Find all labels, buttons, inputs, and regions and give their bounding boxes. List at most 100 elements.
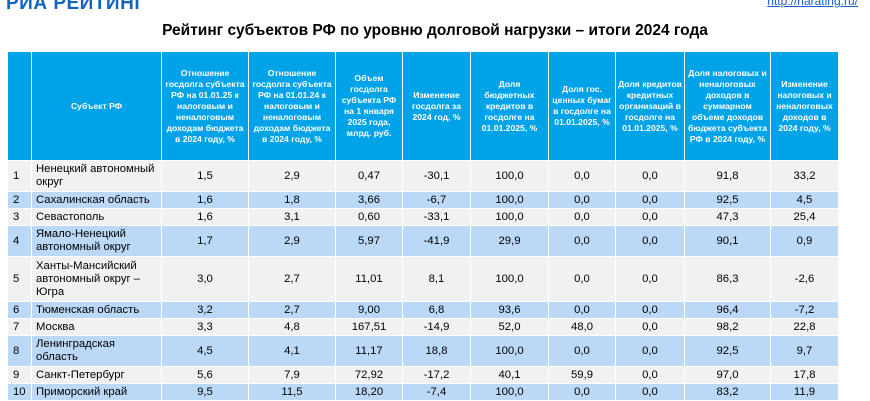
- value-cell: 2,9: [248, 160, 336, 192]
- table-row: 5 Ханты-Мансийский автономный округ – Юг…: [7, 256, 839, 302]
- value-cell: 90,1: [684, 225, 771, 257]
- value-cell: 0,0: [548, 256, 616, 302]
- region-cell: Ненецкий автономный округ: [31, 160, 162, 192]
- value-cell: 9,00: [335, 301, 403, 319]
- header-revenue-change: Изменение налоговых и неналоговых доходо…: [770, 51, 839, 161]
- value-cell: 0,0: [548, 335, 616, 367]
- value-cell: 98,2: [684, 318, 771, 336]
- rank-cell: 4: [7, 225, 32, 257]
- value-cell: 0,0: [548, 208, 616, 226]
- value-cell: -30,1: [402, 160, 471, 192]
- value-cell: 92,5: [684, 335, 771, 367]
- value-cell: 9,5: [161, 383, 249, 401]
- value-cell: -7,4: [402, 383, 471, 401]
- value-cell: 100,0: [470, 335, 549, 367]
- table-row: 4 Ямало-Ненецкий автономный округ 1,7 2,…: [7, 225, 839, 257]
- value-cell: 9,7: [770, 335, 839, 367]
- value-cell: 0,47: [335, 160, 403, 192]
- value-cell: -14,9: [402, 318, 471, 336]
- value-cell: -7,2: [770, 301, 839, 319]
- header-rank: [7, 51, 32, 161]
- value-cell: 52,0: [470, 318, 549, 336]
- rating-table-container: Субъект РФ Отношение госдолга субъекта Р…: [7, 51, 839, 401]
- table-row: 6 Тюменская область 3,2 2,7 9,00 6,8 93,…: [7, 301, 839, 319]
- value-cell: 29,9: [470, 225, 549, 257]
- value-cell: 97,0: [684, 366, 771, 384]
- value-cell: 0,0: [615, 225, 685, 257]
- header-securities-share: Доля гос. ценных бумаг в госдолге на 01.…: [548, 51, 616, 161]
- value-cell: 3,2: [161, 301, 249, 319]
- value-cell: 3,66: [335, 191, 403, 209]
- value-cell: 167,51: [335, 318, 403, 336]
- value-cell: 33,2: [770, 160, 839, 192]
- rank-cell: 5: [7, 256, 32, 302]
- page-title: Рейтинг субъектов РФ по уровню долговой …: [162, 22, 708, 39]
- value-cell: -41,9: [402, 225, 471, 257]
- value-cell: 11,5: [248, 383, 336, 401]
- value-cell: -6,7: [402, 191, 471, 209]
- value-cell: -2,6: [770, 256, 839, 302]
- value-cell: 86,3: [684, 256, 771, 302]
- table-row: 8 Ленинградская область 4,5 4,1 11,17 18…: [7, 335, 839, 367]
- value-cell: -17,2: [402, 366, 471, 384]
- table-row: 10 Приморский край 9,5 11,5 18,20 -7,4 1…: [7, 383, 839, 401]
- header-debt-ratio-2024: Отношение госдолга субъекта РФ на 01.01.…: [248, 51, 336, 161]
- region-cell: Севастополь: [31, 208, 162, 226]
- value-cell: 0,0: [548, 383, 616, 401]
- value-cell: 4,8: [248, 318, 336, 336]
- value-cell: 0,0: [615, 335, 685, 367]
- value-cell: 4,1: [248, 335, 336, 367]
- value-cell: 17,8: [770, 366, 839, 384]
- value-cell: 0,0: [615, 191, 685, 209]
- table-row: 2 Сахалинская область 1,6 1,8 3,66 -6,7 …: [7, 191, 839, 209]
- value-cell: 1,6: [161, 208, 249, 226]
- debt-rating-table: Субъект РФ Отношение госдолга субъекта Р…: [7, 51, 839, 401]
- value-cell: 4,5: [770, 191, 839, 209]
- region-cell: Ханты-Мансийский автономный округ – Югра: [31, 256, 162, 302]
- value-cell: 5,97: [335, 225, 403, 257]
- rank-cell: 7: [7, 318, 32, 336]
- value-cell: 0,9: [770, 225, 839, 257]
- value-cell: 1,8: [248, 191, 336, 209]
- rank-cell: 8: [7, 335, 32, 367]
- value-cell: 0,0: [548, 301, 616, 319]
- rank-cell: 1: [7, 160, 32, 192]
- table-row: 1 Ненецкий автономный округ 1,5 2,9 0,47…: [7, 160, 839, 192]
- table-header-row: Субъект РФ Отношение госдолга субъекта Р…: [7, 51, 839, 161]
- value-cell: 47,3: [684, 208, 771, 226]
- value-cell: 3,3: [161, 318, 249, 336]
- value-cell: 11,9: [770, 383, 839, 401]
- value-cell: 59,9: [548, 366, 616, 384]
- value-cell: 1,6: [161, 191, 249, 209]
- value-cell: 0,0: [615, 256, 685, 302]
- value-cell: 100,0: [470, 383, 549, 401]
- value-cell: 0,0: [615, 318, 685, 336]
- header-own-revenue-share: Доля налоговых и неналоговых доходов в с…: [684, 51, 771, 161]
- value-cell: 100,0: [470, 208, 549, 226]
- value-cell: 25,4: [770, 208, 839, 226]
- value-cell: 0,0: [615, 366, 685, 384]
- region-cell: Санкт-Петербург: [31, 366, 162, 384]
- region-cell: Тюменская область: [31, 301, 162, 319]
- region-cell: Сахалинская область: [31, 191, 162, 209]
- value-cell: 0,0: [615, 160, 685, 192]
- header-debt-volume: Объем госдолга субъекта РФ на 1 января 2…: [335, 51, 403, 161]
- value-cell: 4,5: [161, 335, 249, 367]
- ria-rating-logo: РИА РЕЙТИНГ: [6, 0, 146, 14]
- value-cell: 83,2: [684, 383, 771, 401]
- riarating-link[interactable]: http://riarating.ru/: [767, 0, 858, 8]
- value-cell: 7,9: [248, 366, 336, 384]
- header-debt-ratio-2025: Отношение госдолга субъекта РФ на 01.01.…: [161, 51, 249, 161]
- header-bank-credits-share: Доля кредитов кредитных организаций в го…: [615, 51, 685, 161]
- rank-cell: 6: [7, 301, 32, 319]
- table-row: 7 Москва 3,3 4,8 167,51 -14,9 52,0 48,0 …: [7, 318, 839, 336]
- value-cell: 72,92: [335, 366, 403, 384]
- rank-cell: 3: [7, 208, 32, 226]
- header-region: Субъект РФ: [31, 51, 162, 161]
- value-cell: 0,0: [615, 301, 685, 319]
- value-cell: 11,01: [335, 256, 403, 302]
- value-cell: 40,1: [470, 366, 549, 384]
- value-cell: 2,9: [248, 225, 336, 257]
- value-cell: 93,6: [470, 301, 549, 319]
- value-cell: 11,17: [335, 335, 403, 367]
